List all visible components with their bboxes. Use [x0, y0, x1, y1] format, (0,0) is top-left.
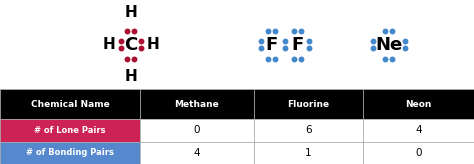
Text: C: C [124, 36, 137, 54]
Bar [254, 119, 363, 142]
Point [137, 47, 145, 50]
Point [305, 40, 312, 42]
Text: Chemical Name: Chemical Name [30, 100, 109, 109]
Point [281, 40, 289, 42]
Text: Fluorine: Fluorine [287, 100, 329, 109]
Text: 1: 1 [305, 148, 311, 158]
Point [264, 30, 272, 32]
Point [369, 47, 377, 50]
Point [305, 47, 312, 50]
Point [297, 30, 305, 32]
Text: Methane: Methane [174, 100, 219, 109]
Bar [0, 142, 140, 164]
Point [137, 40, 145, 42]
Bar [363, 119, 474, 142]
Text: H: H [124, 5, 137, 20]
Point [130, 30, 138, 32]
Bar [140, 142, 254, 164]
Text: # of Lone Pairs: # of Lone Pairs [34, 126, 106, 135]
Bar [0, 119, 140, 142]
Point [290, 30, 298, 32]
Point [272, 57, 279, 60]
Text: 4: 4 [415, 125, 421, 135]
Point [117, 47, 125, 50]
Bar [363, 142, 474, 164]
Point [123, 30, 131, 32]
Text: H: H [124, 69, 137, 84]
Text: H: H [102, 37, 115, 52]
Point [290, 57, 298, 60]
Point [257, 40, 264, 42]
Text: F: F [292, 36, 304, 54]
Text: 0: 0 [193, 125, 200, 135]
Point [257, 47, 264, 50]
Point [382, 30, 389, 32]
Text: Neon: Neon [405, 100, 431, 109]
Point [401, 40, 409, 42]
Point [272, 30, 279, 32]
Text: 4: 4 [193, 148, 200, 158]
Point [281, 47, 289, 50]
Point [389, 30, 396, 32]
Point [123, 57, 131, 60]
Point [401, 47, 409, 50]
Text: 0: 0 [415, 148, 421, 158]
Text: 6: 6 [305, 125, 311, 135]
Point [130, 57, 138, 60]
Text: H: H [146, 37, 159, 52]
Point [117, 40, 125, 42]
Bar [0, 89, 474, 119]
Point [389, 57, 396, 60]
Bar [254, 142, 363, 164]
Point [264, 57, 272, 60]
Text: # of Bonding Pairs: # of Bonding Pairs [26, 148, 114, 157]
Text: F: F [265, 36, 278, 54]
Bar [140, 119, 254, 142]
Point [369, 40, 377, 42]
Text: Ne: Ne [375, 36, 402, 54]
Point [382, 57, 389, 60]
Point [297, 57, 305, 60]
